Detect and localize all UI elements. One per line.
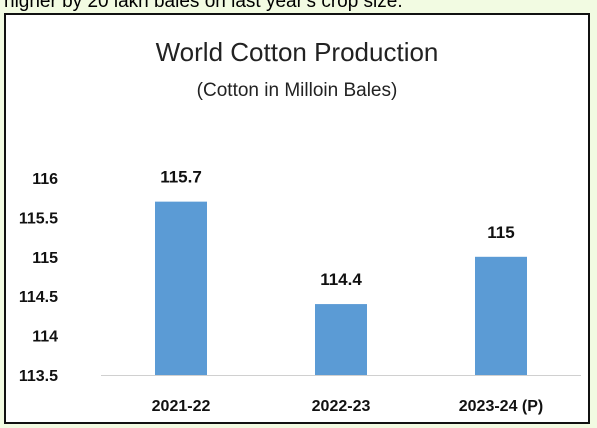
x-tick-label: 2021-22 — [152, 398, 211, 415]
bar-2021-22 — [155, 201, 207, 375]
y-tick-label: 114.5 — [19, 289, 58, 306]
data-label: 115.7 — [160, 168, 202, 187]
x-tick-label: 2022-23 — [312, 398, 371, 415]
chart-container: World Cotton Production (Cotton in Millo… — [4, 13, 590, 424]
bar-2023-24 (P) — [475, 256, 527, 375]
y-tick-label: 115.5 — [19, 210, 58, 227]
chart-title: World Cotton Production — [155, 37, 439, 67]
data-label: 115 — [487, 223, 514, 242]
x-tick-label: 2023-24 (P) — [459, 398, 544, 415]
bar-2022-23 — [315, 304, 367, 375]
data-label: 114.4 — [320, 270, 362, 289]
bar-chart-plot: 116 115.5 115 114.5 114 113.5 115.7 2021-22 114.… — [19, 168, 581, 415]
y-tick-label: 115 — [32, 250, 58, 267]
chart-subtitle: (Cotton in Milloin Bales) — [196, 80, 398, 101]
y-tick-label: 113.5 — [19, 368, 58, 385]
y-tick-label: 116 — [32, 171, 58, 188]
page-caption-text: higher by 20 lakh bales on last year's c… — [4, 0, 403, 12]
y-tick-label: 114 — [32, 329, 58, 346]
